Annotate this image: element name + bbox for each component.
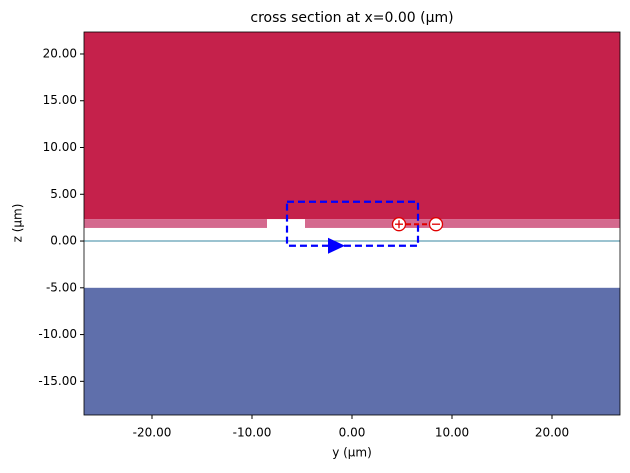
x-tick-label: -20.00 xyxy=(133,426,172,440)
y-tick-label: -10.00 xyxy=(38,327,77,341)
x-tick-label: 20.00 xyxy=(535,426,569,440)
y-tick-label: -5.00 xyxy=(46,280,77,294)
x-tick-label: 0.00 xyxy=(339,426,366,440)
x-axis-label: y (μm) xyxy=(332,446,372,460)
direction-arrow xyxy=(328,237,345,254)
y-tick-label: 15.00 xyxy=(43,93,77,107)
y-tick-label: 10.00 xyxy=(43,140,77,154)
y-tick-label: 20.00 xyxy=(43,46,77,60)
structure xyxy=(84,219,267,228)
structure xyxy=(84,287,620,415)
x-tick-label: 10.00 xyxy=(435,426,469,440)
chart-title: cross section at x=0.00 (μm) xyxy=(250,10,453,26)
structure xyxy=(305,219,620,228)
structure xyxy=(84,32,620,220)
x-tick-label: -10.00 xyxy=(233,426,272,440)
y-tick-label: 5.00 xyxy=(50,187,77,201)
y-tick-label: 0.00 xyxy=(50,234,77,248)
y-axis-label: z (μm) xyxy=(11,204,25,243)
y-tick-label: -15.00 xyxy=(38,374,77,388)
